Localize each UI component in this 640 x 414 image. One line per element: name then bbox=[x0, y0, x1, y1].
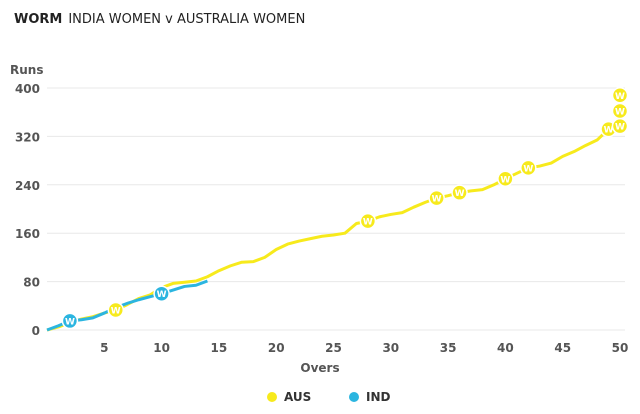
match-title: INDIA WOMEN v AUSTRALIA WOMEN bbox=[68, 12, 306, 27]
wicket-label: W bbox=[157, 290, 167, 300]
x-tick-label: 30 bbox=[382, 341, 399, 355]
y-tick-label: 320 bbox=[15, 130, 40, 144]
series-line-aus bbox=[46, 124, 621, 332]
x-tick-label: 45 bbox=[554, 341, 571, 355]
chart-header: WORM INDIA WOMEN v AUSTRALIA WOMEN bbox=[14, 12, 305, 27]
wicket-label: W bbox=[615, 123, 625, 133]
legend-marker-aus bbox=[267, 392, 277, 402]
wicket-label: W bbox=[604, 126, 614, 136]
y-tick-label: 80 bbox=[23, 276, 40, 290]
wicket-label: W bbox=[500, 175, 510, 185]
wicket-marker-aus bbox=[359, 212, 377, 230]
x-tick-label: 40 bbox=[497, 341, 514, 355]
x-tick-label: 35 bbox=[440, 341, 457, 355]
wicket-marker-aus bbox=[428, 189, 445, 207]
x-tick-label: 50 bbox=[612, 341, 629, 355]
wicket-label: W bbox=[65, 317, 75, 327]
x-tick-label: 20 bbox=[268, 341, 285, 355]
y-axis-label: Runs bbox=[10, 63, 43, 77]
y-tick-label: 160 bbox=[15, 227, 40, 241]
x-axis-label: Overs bbox=[300, 361, 339, 375]
wicket-marker-aus bbox=[107, 301, 125, 319]
wicket-label: W bbox=[615, 107, 625, 117]
y-tick-label: 0 bbox=[32, 324, 40, 338]
wicket-label: W bbox=[363, 218, 373, 228]
legend-label-ind: IND bbox=[366, 390, 391, 404]
y-tick-label: 240 bbox=[15, 179, 40, 193]
x-tick-label: 25 bbox=[325, 341, 342, 355]
wicket-label: W bbox=[615, 92, 625, 102]
wicket-marker-ind bbox=[61, 312, 79, 330]
wicket-marker-aus bbox=[611, 87, 629, 104]
wicket-marker-aus bbox=[497, 170, 514, 187]
x-tick-label: 15 bbox=[211, 341, 228, 355]
x-tick-label: 5 bbox=[100, 341, 108, 355]
wicket-marker-aus bbox=[451, 184, 468, 201]
wicket-marker-aus bbox=[520, 159, 537, 177]
wicket-label: W bbox=[111, 307, 121, 317]
wicket-label: W bbox=[455, 189, 465, 199]
wicket-label: W bbox=[432, 195, 442, 205]
legend-marker-ind bbox=[349, 392, 359, 402]
x-tick-label: 10 bbox=[153, 341, 170, 355]
worm-label: WORM bbox=[14, 12, 63, 27]
legend-label-aus: AUS bbox=[284, 390, 311, 404]
y-tick-label: 400 bbox=[15, 82, 40, 96]
wicket-marker-ind bbox=[153, 285, 170, 302]
wicket-label: W bbox=[523, 164, 533, 174]
